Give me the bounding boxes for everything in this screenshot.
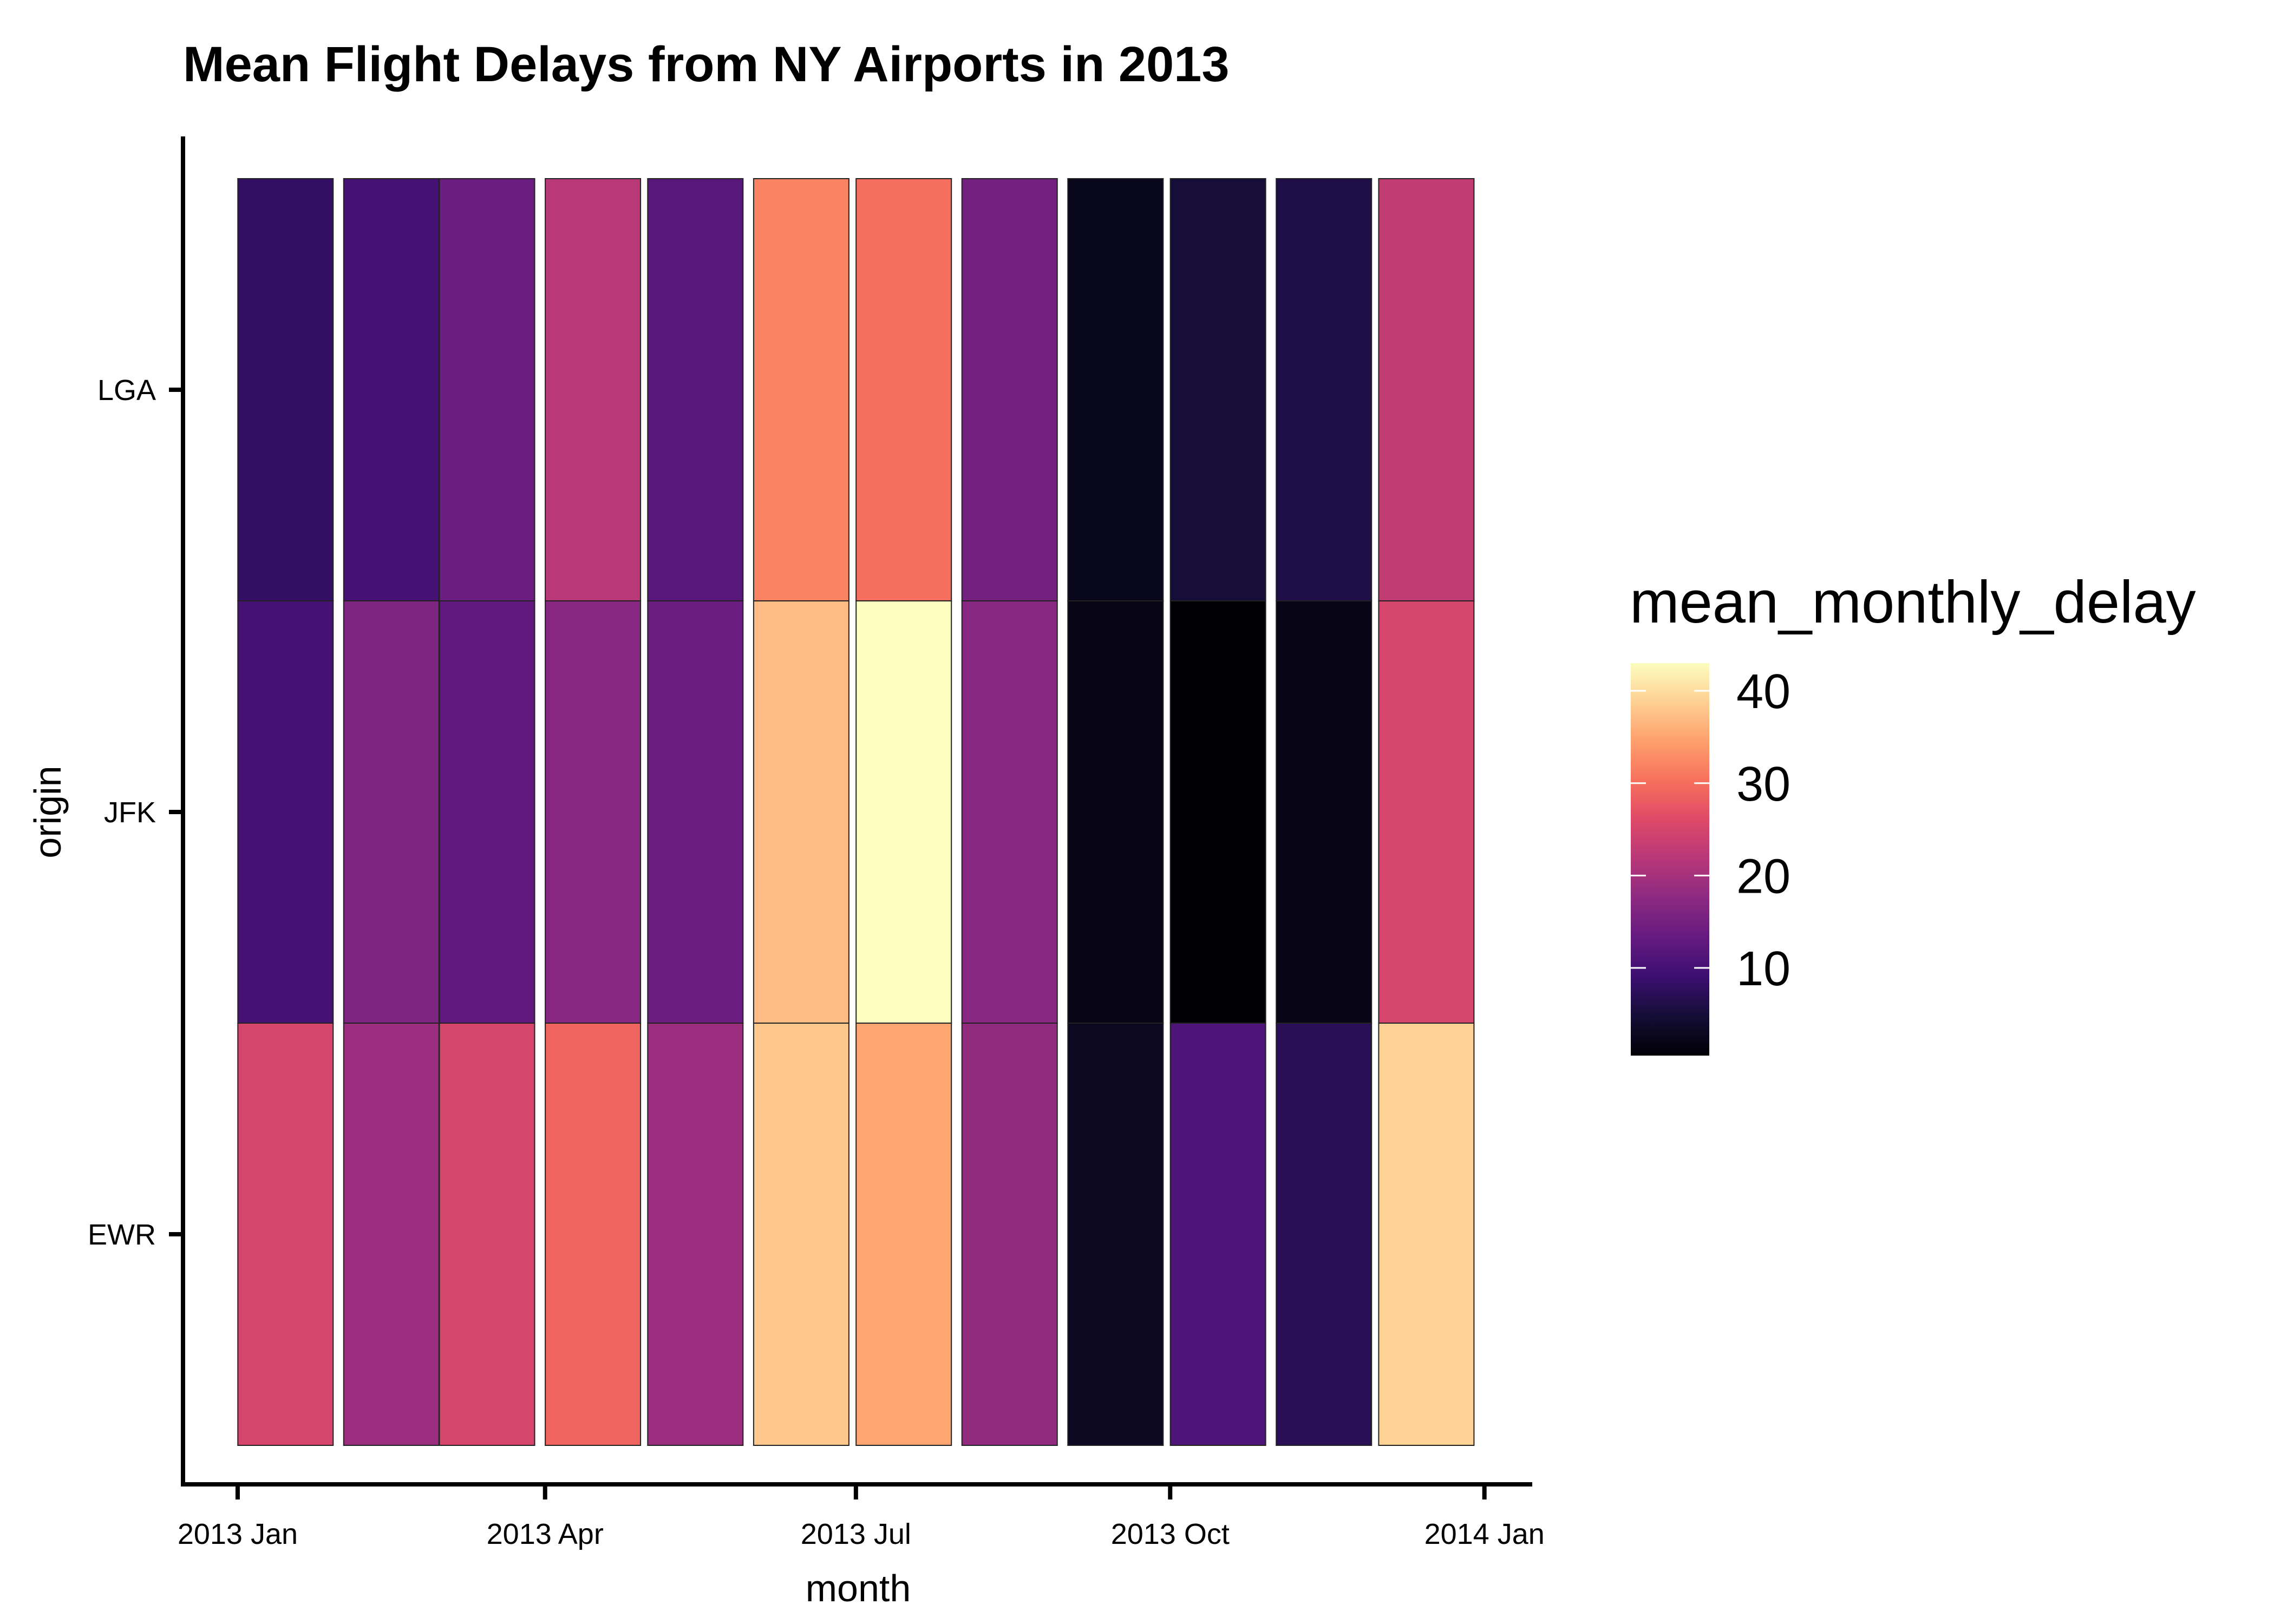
legend-title: mean_monthly_delay bbox=[1630, 569, 2196, 636]
heatmap-cell bbox=[647, 178, 744, 601]
y-tick-label: LGA bbox=[97, 374, 156, 407]
x-tick-label: 2013 Oct bbox=[1111, 1518, 1230, 1550]
heatmap-cell bbox=[439, 600, 535, 1024]
x-tick-label: 2013 Jan bbox=[178, 1518, 298, 1550]
heatmap-cell bbox=[753, 178, 850, 601]
legend-colorbar bbox=[1631, 663, 1709, 1056]
heatmap-cell bbox=[545, 1023, 642, 1446]
legend-tick-label: 40 bbox=[1736, 665, 1791, 719]
y-tick-label: EWR bbox=[88, 1219, 156, 1251]
heatmap-cell bbox=[439, 1023, 535, 1446]
heatmap-cell bbox=[1169, 600, 1266, 1024]
heatmap-cells bbox=[237, 178, 1475, 1446]
heatmap-cell bbox=[439, 178, 535, 601]
heatmap-cell bbox=[1067, 178, 1164, 601]
color-legend: mean_monthly_delay 10 20 30 40 bbox=[1630, 569, 2196, 1056]
legend-tick-label: 30 bbox=[1736, 757, 1791, 811]
heatmap-cell bbox=[961, 1023, 1058, 1446]
heatmap-cell bbox=[961, 178, 1058, 601]
heatmap-cell bbox=[545, 600, 642, 1024]
legend-tick-label: 20 bbox=[1736, 849, 1791, 903]
heatmap-cell bbox=[647, 1023, 744, 1446]
heatmap-cell bbox=[237, 1023, 334, 1446]
heatmap-cell bbox=[1169, 1023, 1266, 1446]
y-axis-title: origin bbox=[27, 765, 69, 858]
chart-title: Mean Flight Delays from NY Airports in 2… bbox=[183, 37, 1230, 92]
heatmap-cell bbox=[961, 600, 1058, 1024]
x-axis-ticks: 2013 Jan 2013 Apr 2013 Jul 2013 Oct 2014 Jan bbox=[178, 1484, 1545, 1550]
heatmap-cell bbox=[753, 600, 850, 1024]
heatmap-cell bbox=[343, 600, 440, 1024]
heatmap-cell bbox=[1276, 178, 1373, 601]
heatmap-cell bbox=[1067, 600, 1164, 1024]
x-tick-label: 2013 Apr bbox=[487, 1518, 604, 1550]
heatmap-cell bbox=[1378, 600, 1475, 1024]
heatmap-cell bbox=[753, 1023, 850, 1446]
x-tick-label: 2014 Jan bbox=[1424, 1518, 1545, 1550]
heatmap-cell bbox=[1378, 1023, 1475, 1446]
heatmap-cell bbox=[237, 600, 334, 1024]
y-axis-ticks: EWR JFK LGA bbox=[88, 374, 183, 1251]
heatmap-cell bbox=[1067, 1023, 1164, 1446]
heatmap-cell bbox=[343, 178, 440, 601]
heatmap-cell bbox=[1169, 178, 1266, 601]
heatmap-cell bbox=[343, 1023, 440, 1446]
x-axis-title: month bbox=[806, 1567, 911, 1609]
heatmap-cell bbox=[237, 178, 334, 601]
y-tick-label: JFK bbox=[104, 796, 156, 829]
legend-ticks: 10 20 30 40 bbox=[1631, 665, 1791, 996]
heatmap-cell bbox=[855, 600, 952, 1024]
heatmap-cell bbox=[855, 1023, 952, 1446]
heatmap-cell bbox=[545, 178, 642, 601]
heatmap-cell bbox=[855, 178, 952, 601]
heatmap-cell bbox=[1276, 600, 1373, 1024]
x-tick-label: 2013 Jul bbox=[801, 1518, 911, 1550]
heatmap-cell bbox=[1378, 178, 1475, 601]
heatmap-cell bbox=[647, 600, 744, 1024]
legend-tick-label: 10 bbox=[1736, 942, 1791, 996]
heatmap-cell bbox=[1276, 1023, 1373, 1446]
